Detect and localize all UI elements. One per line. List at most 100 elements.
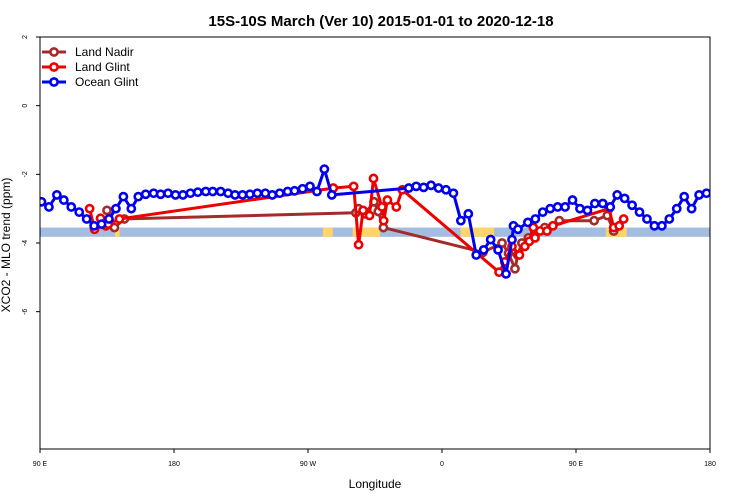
x-tick-label: 90 E xyxy=(33,461,48,468)
data-point-ocean-glint xyxy=(133,191,144,202)
data-point-ocean-glint xyxy=(305,181,315,192)
data-point-ocean-glint xyxy=(634,207,645,217)
data-point-ocean-glint xyxy=(155,189,166,200)
data-point-ocean-glint xyxy=(140,189,151,200)
data-point-ocean-glint xyxy=(433,183,444,193)
data-point-ocean-glint xyxy=(237,190,248,200)
data-point-ocean-glint xyxy=(612,190,623,200)
data-point-land-nadir xyxy=(589,215,600,226)
data-point-land-glint xyxy=(353,239,364,250)
data-point-land-glint xyxy=(84,203,95,214)
land-band-segment xyxy=(460,227,495,237)
data-point-land-nadir xyxy=(497,238,507,248)
data-point-ocean-glint xyxy=(649,220,660,231)
data-point-ocean-glint xyxy=(207,186,218,197)
data-point-ocean-glint xyxy=(530,214,541,224)
data-point-ocean-glint xyxy=(411,181,422,192)
data-point-ocean-glint xyxy=(252,188,263,199)
data-point-ocean-glint xyxy=(96,219,107,230)
data-point-land-glint xyxy=(542,226,552,236)
x-tick-label: 90 E xyxy=(569,461,584,468)
y-tick-label: -6 xyxy=(22,308,29,314)
data-point-ocean-glint xyxy=(552,202,563,212)
legend-marker-land-glint xyxy=(49,62,59,72)
legend-marker-land-nadir xyxy=(49,47,59,57)
data-point-ocean-glint xyxy=(40,196,47,207)
data-point-ocean-glint xyxy=(718,193,725,200)
data-point-ocean-glint xyxy=(485,234,496,245)
land-band-segment xyxy=(352,227,380,237)
data-point-ocean-glint xyxy=(441,184,451,195)
data-point-ocean-glint xyxy=(463,208,474,219)
data-point-ocean-glint xyxy=(567,195,578,205)
data-point-ocean-glint xyxy=(418,182,429,193)
data-point-ocean-glint xyxy=(192,187,203,198)
data-point-ocean-glint xyxy=(701,188,710,199)
data-point-ocean-glint xyxy=(163,188,173,199)
data-point-ocean-glint xyxy=(589,198,600,209)
y-tick-label: 2 xyxy=(22,35,29,39)
chart-title: 15S-10S March (Ver 10) 2015-01-01 to 202… xyxy=(208,13,553,30)
y-tick-label: 0 xyxy=(22,104,29,108)
x-tick-label: 90 W xyxy=(300,461,317,468)
data-point-ocean-glint xyxy=(297,183,308,194)
data-point-ocean-glint xyxy=(694,190,704,200)
data-point-ocean-glint xyxy=(178,190,188,200)
data-point-ocean-glint xyxy=(245,189,255,200)
data-point-ocean-glint xyxy=(267,190,278,200)
data-point-land-glint xyxy=(378,215,389,226)
data-point-ocean-glint xyxy=(319,164,330,175)
data-point-land-glint xyxy=(382,195,393,205)
y-axis-ticks: 2 0 -2 -4 -6 xyxy=(22,35,40,315)
data-point-ocean-glint xyxy=(66,202,77,212)
data-point-land-glint xyxy=(348,181,359,192)
data-point-ocean-glint xyxy=(426,180,436,191)
data-point-ocean-glint xyxy=(89,220,99,231)
data-point-ocean-glint xyxy=(513,224,523,235)
data-point-ocean-glint xyxy=(605,202,616,212)
data-point-land-glint xyxy=(391,202,402,212)
data-point-ocean-glint xyxy=(81,214,92,224)
plot-frame xyxy=(39,36,711,450)
data-point-land-nadir xyxy=(102,205,112,216)
data-point-land-glint xyxy=(618,214,629,224)
data-point-ocean-glint xyxy=(686,203,697,214)
x-tick-label: 180 xyxy=(168,461,180,468)
data-point-ocean-glint xyxy=(215,186,226,197)
data-point-ocean-glint xyxy=(51,190,62,200)
land-band-segment xyxy=(322,227,333,237)
legend-marker-ocean-glint xyxy=(49,77,59,87)
data-point-ocean-glint xyxy=(185,188,196,199)
data-point-ocean-glint xyxy=(664,214,675,224)
data-point-land-glint xyxy=(114,214,125,224)
data-point-ocean-glint xyxy=(560,202,570,212)
data-point-ocean-glint xyxy=(507,234,517,245)
data-point-ocean-glint xyxy=(326,190,337,200)
data-point-ocean-glint xyxy=(289,185,300,196)
data-point-ocean-glint xyxy=(627,200,637,211)
data-point-ocean-glint xyxy=(312,186,322,197)
data-point-ocean-glint xyxy=(230,190,240,200)
legend-label-ocean-glint: Ocean Glint xyxy=(75,75,139,89)
x-tick-label: 0 xyxy=(440,461,444,468)
data-point-ocean-glint xyxy=(522,217,533,228)
data-point-ocean-glint xyxy=(170,190,181,200)
y-tick-label: -4 xyxy=(22,240,29,246)
legend-label-land-nadir: Land Nadir xyxy=(75,45,134,59)
data-point-ocean-glint xyxy=(118,191,129,202)
y-axis-label: XCO2 - MLO trend (ppm) xyxy=(0,178,13,313)
data-point-ocean-glint xyxy=(537,207,548,217)
data-point-ocean-glint xyxy=(545,203,556,214)
data-point-ocean-glint xyxy=(455,215,466,226)
data-point-ocean-glint xyxy=(575,203,585,214)
land-band-segment xyxy=(114,227,120,237)
data-point-ocean-glint xyxy=(671,203,682,214)
y-tick-label: -2 xyxy=(22,171,29,177)
data-point-ocean-glint xyxy=(471,250,482,260)
data-point-land-glint xyxy=(364,210,375,221)
x-axis-label: Longitude xyxy=(349,477,402,491)
data-point-ocean-glint xyxy=(493,244,503,255)
data-point-land-glint xyxy=(358,205,368,216)
